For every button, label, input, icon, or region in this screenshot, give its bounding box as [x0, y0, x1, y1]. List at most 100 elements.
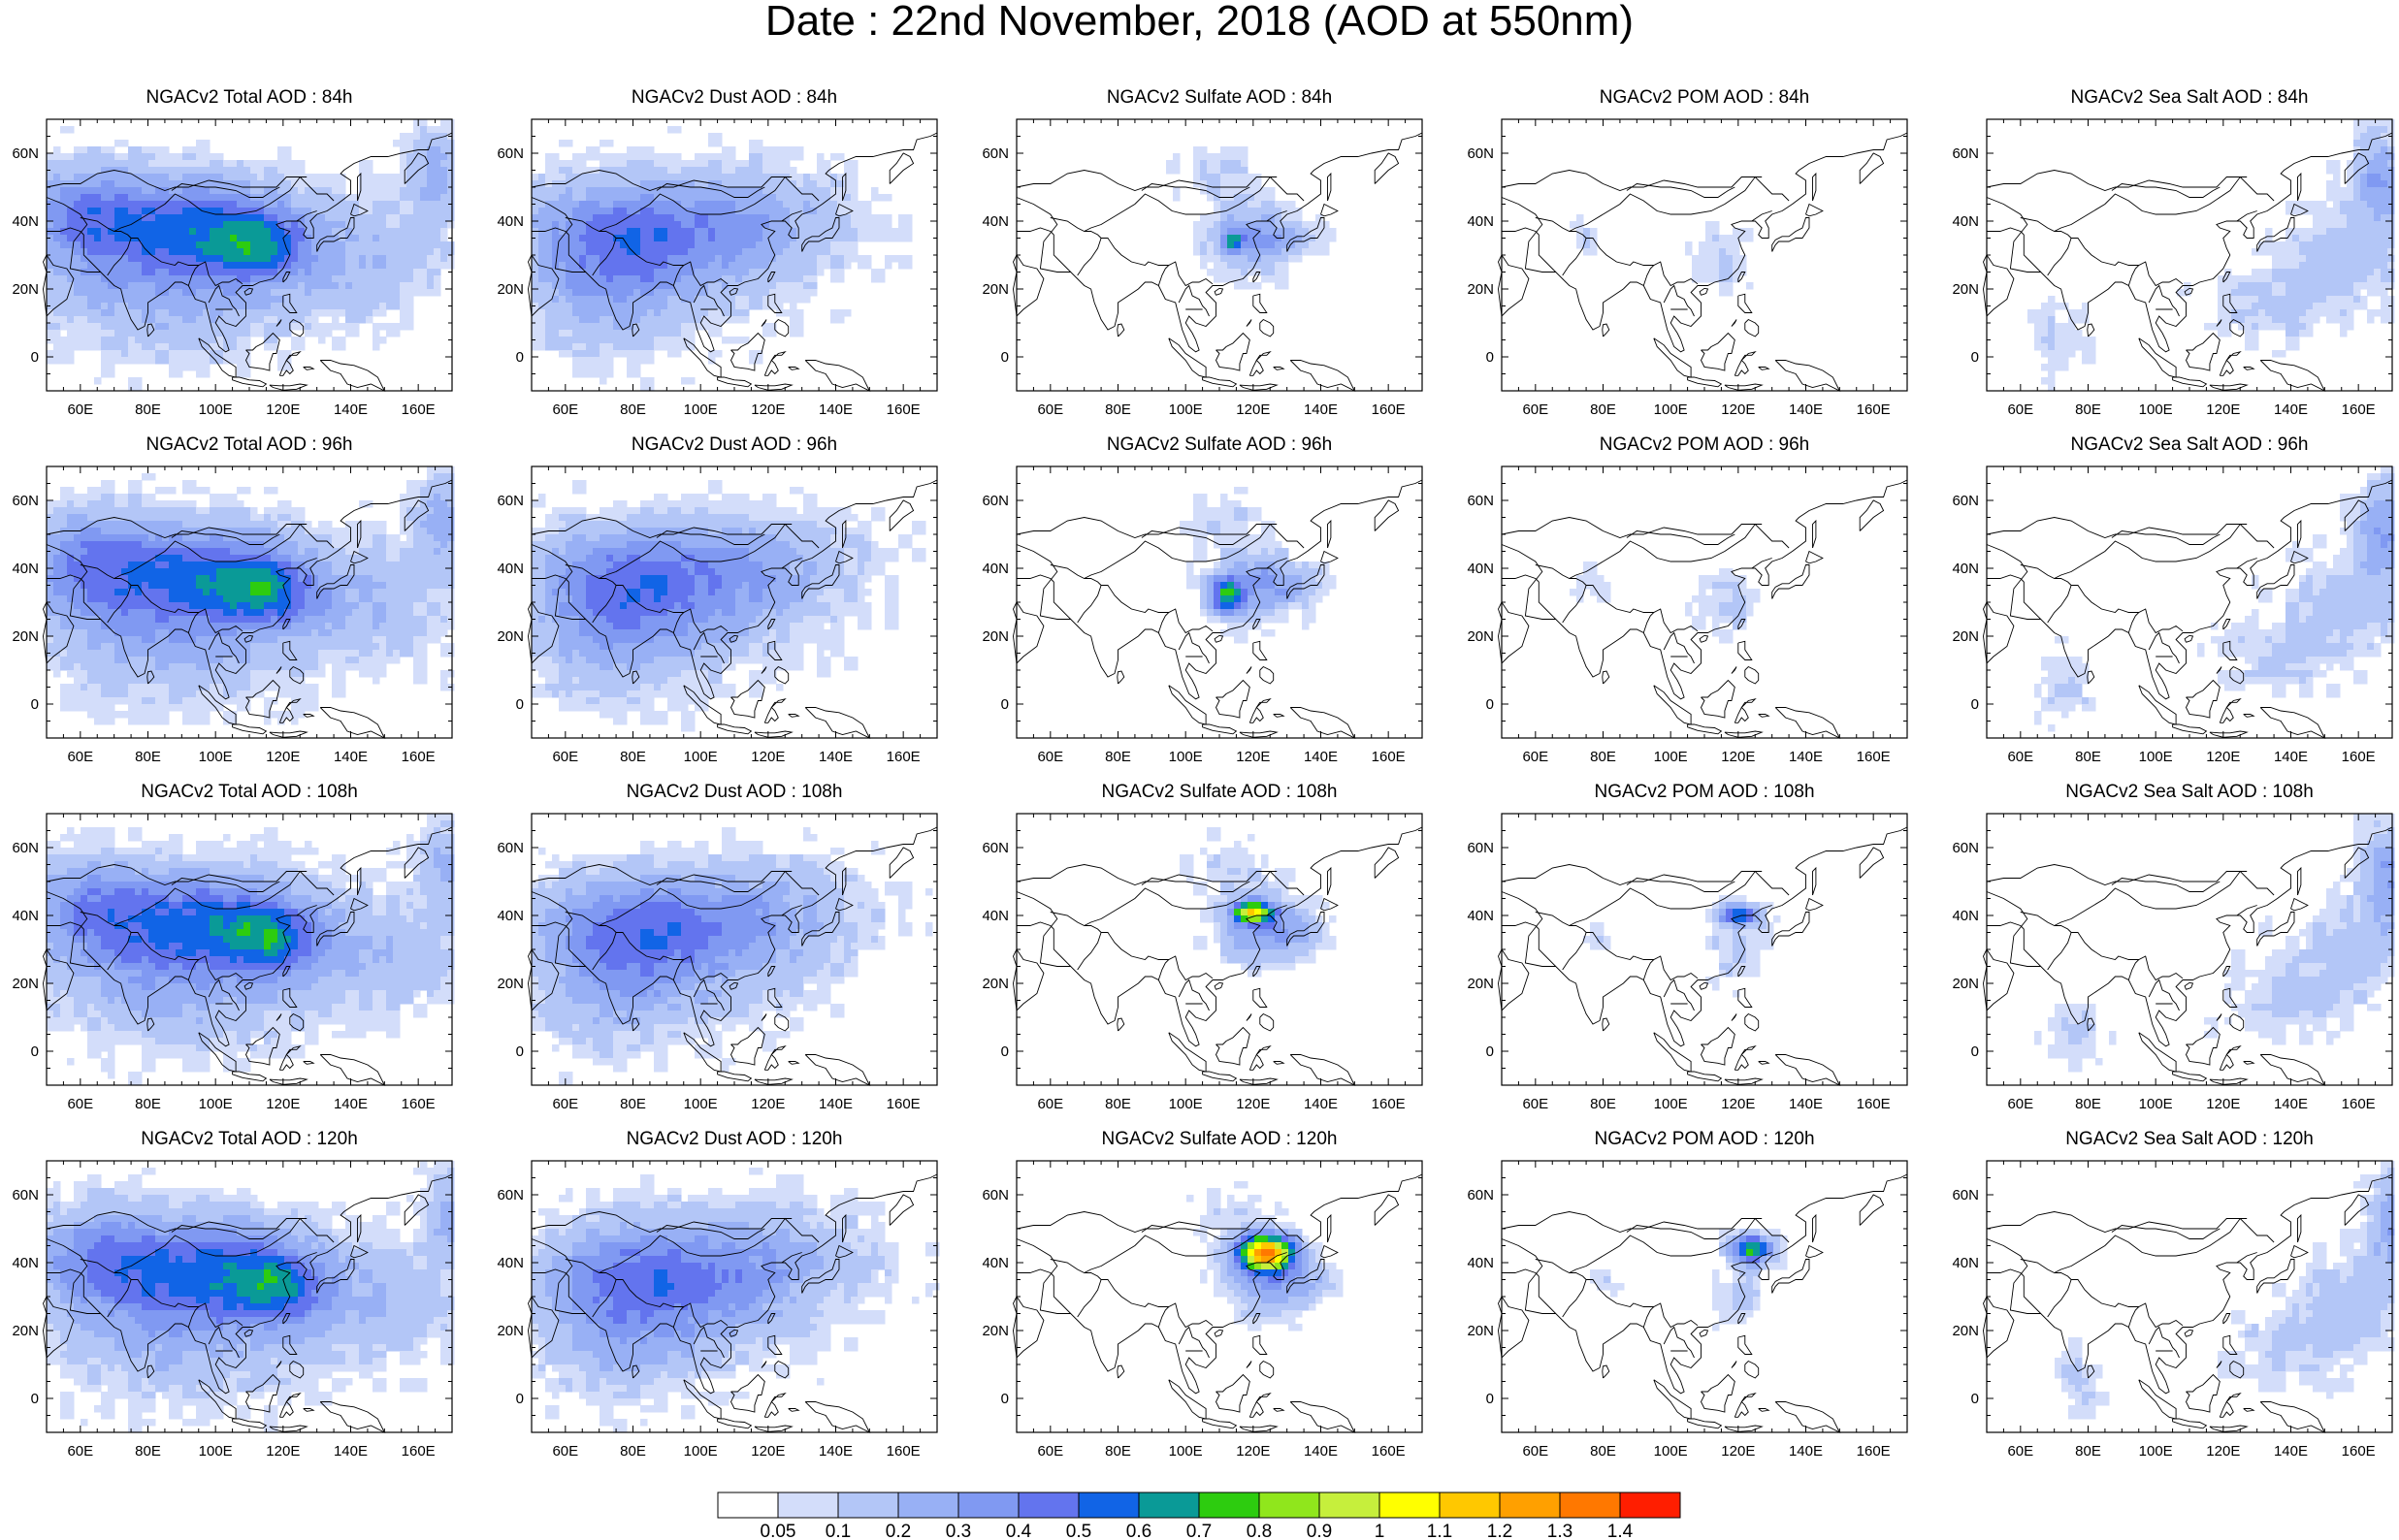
lon-tick-label: 120E [751, 401, 785, 418]
lon-tick-label: 80E [2075, 1096, 2101, 1112]
map-panel-total-4: NGACv2 Total AOD : 120h 60E 80E 100E 120E 140… [0, 1127, 499, 1476]
lon-tick-label: 100E [684, 401, 718, 418]
lon-tick-label: 100E [199, 749, 233, 765]
lat-tick-label: 60N [982, 840, 1009, 856]
lon-tick-label: 140E [2274, 401, 2308, 418]
lat-tick-label: 60N [1467, 1187, 1494, 1203]
coastlines [1013, 479, 1423, 740]
lon-tick-label: 60E [1037, 749, 1063, 765]
colorbar-swatch [1258, 1492, 1320, 1519]
lat-tick-label: 0 [1486, 1043, 1494, 1060]
lat-tick-label: 20N [1467, 1323, 1494, 1339]
lat-tick-label: 0 [1971, 1043, 1979, 1060]
lon-tick-label: 80E [1105, 1096, 1131, 1112]
lon-tick-label: 120E [1721, 401, 1755, 418]
colorbar-label: 0.3 [946, 1522, 971, 1540]
lon-tick-label: 60E [2007, 749, 2033, 765]
lat-tick-label: 60N [1467, 145, 1494, 162]
coastlines [43, 826, 453, 1087]
lat-tick-label: 60N [982, 493, 1009, 509]
lon-tick-label: 160E [1372, 401, 1406, 418]
lon-tick-label: 120E [1236, 1096, 1270, 1112]
lon-tick-label: 160E [887, 1096, 921, 1112]
map-plot: 60E 80E 100E 120E 140E 160E 60N 40N 20N 0 [982, 813, 1423, 1112]
map-panel-seasalt-3: NGACv2 Sea Salt AOD : 108h 60E 80E 100E 120E… [1940, 780, 2399, 1129]
map-panel-dust-1: NGACv2 Dust AOD : 84h 60E 80E 100E 120E 140E 1… [485, 85, 984, 434]
map-panel-pom-4: NGACv2 POM AOD : 120h 60E 80E 100E 120E 140E 1… [1455, 1127, 1954, 1476]
lon-tick-label: 120E [1721, 1096, 1755, 1112]
lat-tick-label: 40N [1467, 1255, 1494, 1271]
panel-title: NGACv2 Dust AOD : 96h [631, 434, 838, 455]
lon-tick-label: 120E [751, 1096, 785, 1112]
map-plot: 60E 80E 100E 120E 140E 160E 60N 40N 20N 0 [982, 1160, 1423, 1460]
coastlines [528, 479, 938, 740]
lat-tick-label: 20N [1952, 976, 1979, 992]
lat-tick-label: 60N [1952, 493, 1979, 509]
aod-field [47, 119, 455, 392]
lon-tick-label: 160E [402, 749, 436, 765]
lon-tick-label: 80E [135, 749, 161, 765]
lat-tick-label: 60N [497, 1187, 524, 1203]
lon-tick-label: 100E [684, 749, 718, 765]
lon-tick-label: 80E [1105, 401, 1131, 418]
lat-tick-label: 0 [516, 349, 524, 366]
lon-tick-label: 140E [1304, 749, 1338, 765]
colorbar-label: 0.05 [761, 1522, 796, 1540]
lat-tick-label: 20N [12, 281, 39, 298]
lon-tick-label: 140E [2274, 1096, 2308, 1112]
lon-tick-label: 160E [402, 401, 436, 418]
aod-field [2034, 814, 2395, 1073]
panel-title: NGACv2 Sulfate AOD : 84h [1106, 87, 1333, 108]
lon-tick-label: 140E [1789, 1096, 1823, 1112]
lat-tick-label: 40N [497, 908, 524, 924]
colorbar-swatch [1018, 1492, 1080, 1519]
aod-field [47, 1161, 455, 1433]
lon-tick-label: 100E [1654, 749, 1688, 765]
map-panel-seasalt-2: NGACv2 Sea Salt AOD : 96h 60E 80E 100E 120E 1… [1940, 433, 2399, 782]
lon-tick-label: 160E [1372, 1096, 1406, 1112]
map-panel-sulfate-2: NGACv2 Sulfate AOD : 96h 60E 80E 100E 120E 14… [970, 433, 1469, 782]
map-panel-total-3: NGACv2 Total AOD : 108h 60E 80E 100E 120E 140… [0, 780, 499, 1129]
panel-title: NGACv2 Sulfate AOD : 108h [1101, 782, 1338, 802]
lat-tick-label: 20N [497, 281, 524, 298]
colorbar-label: 0.5 [1066, 1522, 1091, 1540]
map-plot: 60E 80E 100E 120E 140E 160E 60N 40N 20N 0 [982, 118, 1423, 418]
map-plot: 60E 80E 100E 120E 140E 160E 60N 40N 20N 0 [497, 118, 938, 418]
panel-title: NGACv2 Total AOD : 96h [146, 434, 353, 455]
lon-tick-label: 140E [1789, 749, 1823, 765]
lat-tick-label: 60N [497, 493, 524, 509]
lat-tick-label: 20N [12, 628, 39, 645]
colorbar-label: 0.4 [1006, 1522, 1032, 1540]
lat-tick-label: 0 [516, 1043, 524, 1060]
map-panel-pom-3: NGACv2 POM AOD : 108h 60E 80E 100E 120E 140E 1… [1455, 780, 1954, 1129]
lat-tick-label: 0 [516, 696, 524, 713]
lon-tick-label: 100E [684, 1443, 718, 1460]
lon-tick-label: 160E [2342, 401, 2376, 418]
lon-tick-label: 80E [2075, 1443, 2101, 1460]
map-panel-dust-2: NGACv2 Dust AOD : 96h 60E 80E 100E 120E 140E 1… [485, 433, 984, 782]
lat-tick-label: 40N [1952, 908, 1979, 924]
lon-tick-label: 60E [2007, 1096, 2033, 1112]
lon-tick-label: 60E [1522, 1443, 1548, 1460]
aod-field [47, 814, 455, 1086]
panel-title: NGACv2 POM AOD : 96h [1599, 434, 1810, 455]
panel-title: NGACv2 Sea Salt AOD : 120h [2065, 1129, 2314, 1149]
colorbar-label: 0.2 [886, 1522, 911, 1540]
aod-field [1590, 1229, 1788, 1331]
colorbar-swatch [1439, 1492, 1501, 1519]
map-panel-total-2: NGACv2 Total AOD : 96h 60E 80E 100E 120E 140E… [0, 433, 499, 782]
lon-tick-label: 140E [2274, 749, 2308, 765]
lat-tick-label: 40N [497, 561, 524, 577]
colorbar-swatch [717, 1492, 779, 1519]
lon-tick-label: 60E [1037, 1443, 1063, 1460]
lon-tick-label: 80E [1105, 749, 1131, 765]
coastlines [1013, 1173, 1423, 1434]
lon-tick-label: 60E [1037, 401, 1063, 418]
lon-tick-label: 120E [751, 1443, 785, 1460]
lat-tick-label: 40N [497, 213, 524, 230]
lon-tick-label: 100E [2139, 749, 2173, 765]
lon-tick-label: 160E [2342, 1443, 2376, 1460]
lat-tick-label: 0 [1001, 1043, 1009, 1060]
lon-tick-label: 80E [135, 1096, 161, 1112]
